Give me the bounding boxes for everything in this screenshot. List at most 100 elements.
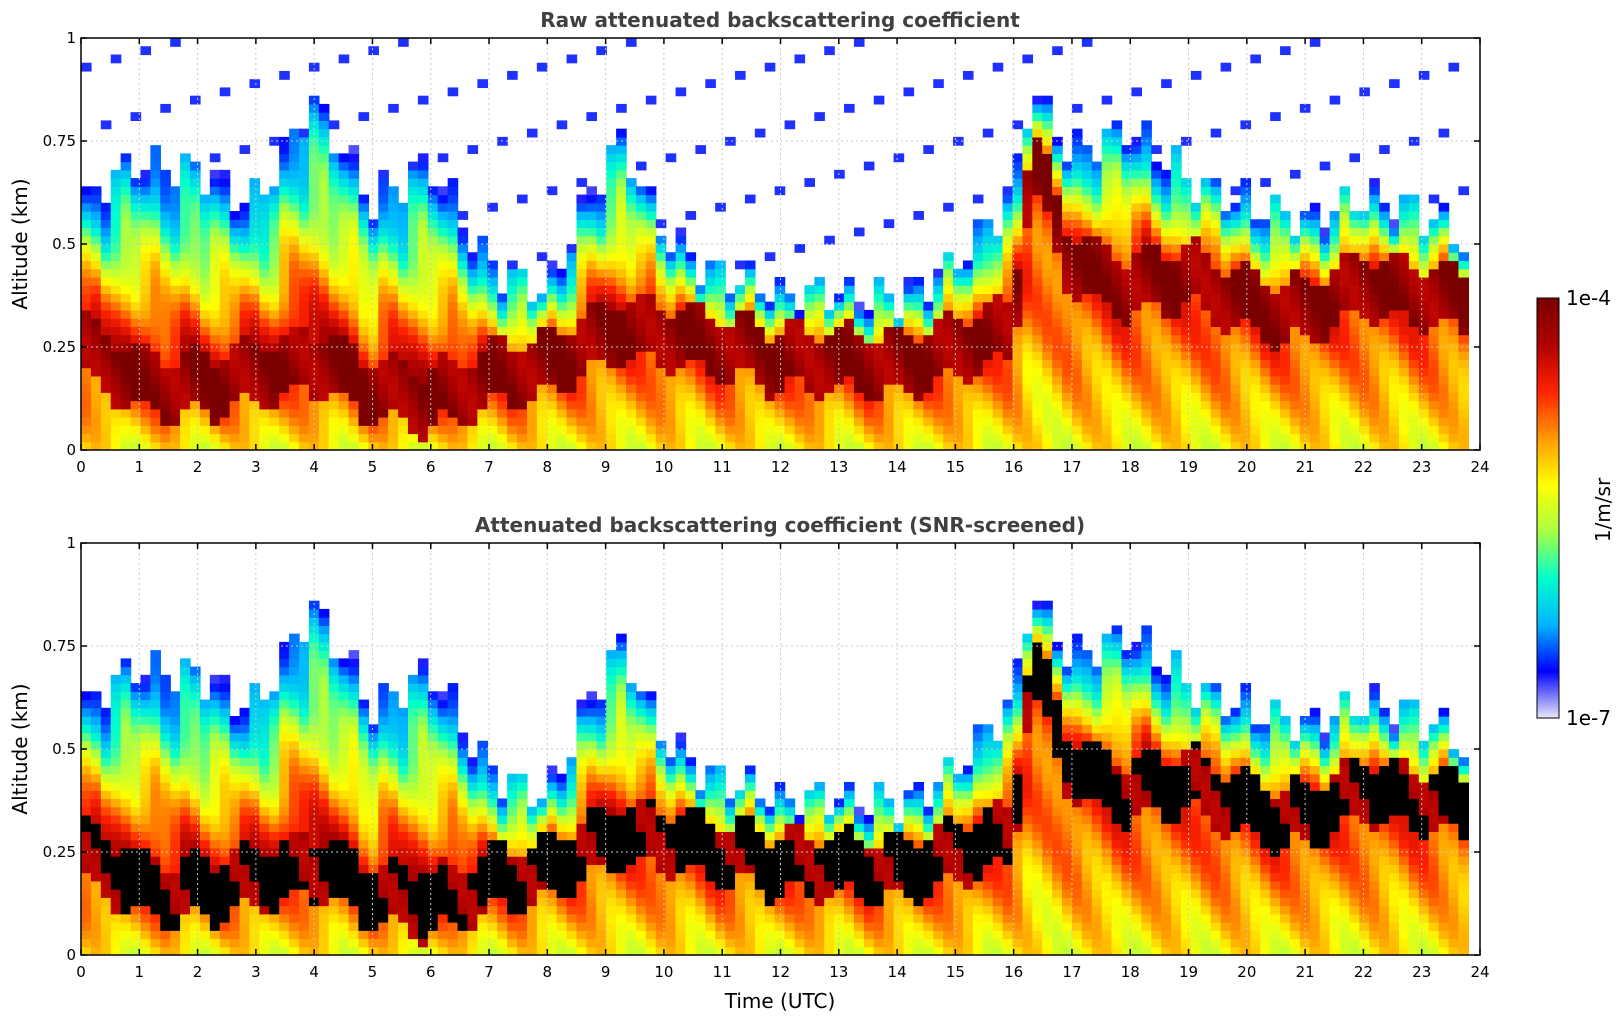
heatmap-cell	[447, 211, 459, 220]
heatmap-cell	[1121, 334, 1133, 344]
heatmap-cell	[90, 839, 102, 849]
heatmap-cell	[635, 301, 647, 311]
heatmap-cell	[150, 425, 161, 435]
heatmap-cell	[170, 757, 181, 767]
heatmap-cell	[318, 252, 330, 262]
heatmap-cell	[90, 309, 102, 319]
heatmap-cell	[219, 227, 231, 237]
heatmap-cell	[1210, 441, 1222, 450]
heatmap-cell	[338, 169, 350, 179]
heatmap-cell	[705, 276, 716, 286]
heatmap-cell	[477, 359, 488, 369]
heatmap-cell	[100, 913, 112, 923]
heatmap-cell	[447, 301, 459, 311]
heatmap-cell	[1240, 367, 1252, 377]
heatmap-cell	[635, 384, 647, 393]
heatmap-cell	[1418, 276, 1430, 286]
heatmap-cell	[715, 433, 726, 443]
heatmap-cell	[883, 334, 895, 344]
heatmap-cell	[150, 178, 161, 187]
heatmap-cell	[1141, 441, 1152, 450]
heatmap-cell	[467, 276, 479, 286]
heatmap-cell	[1250, 408, 1261, 418]
heatmap-cell	[675, 268, 687, 278]
heatmap-cell	[596, 433, 607, 443]
heatmap-cell	[408, 400, 419, 410]
heatmap-cell	[774, 334, 786, 344]
heatmap-cell	[1359, 417, 1370, 426]
heatmap-cell	[1141, 235, 1152, 245]
heatmap-cell	[487, 375, 498, 385]
heatmap-cell	[933, 79, 944, 89]
heatmap-cell	[1022, 169, 1034, 179]
heatmap-cell	[1131, 384, 1143, 393]
heatmap-cell	[249, 359, 261, 369]
heatmap-cell	[1379, 260, 1390, 270]
heatmap-cell	[90, 359, 102, 369]
heatmap-cell	[437, 301, 449, 311]
heatmap-cell	[180, 351, 191, 360]
heatmap-cell	[626, 211, 637, 220]
heatmap-cell	[1052, 417, 1063, 426]
heatmap-cell	[1398, 384, 1410, 393]
heatmap-cell	[616, 260, 627, 270]
heatmap-cell	[180, 285, 191, 295]
heatmap-cell	[1190, 318, 1202, 327]
heatmap-cell	[933, 334, 944, 344]
heatmap-cell	[566, 309, 578, 319]
heatmap-cell	[1032, 194, 1043, 204]
panel-raw-x-ticks: 0 1 2 3 4 5 6 7 8 9 10 11 12 13 14 15 16 17 18 19 20 21 22 23 24	[76, 38, 1490, 476]
heatmap-cell	[90, 252, 102, 262]
heatmap-cell	[665, 433, 677, 443]
heatmap-cell	[487, 334, 498, 344]
heatmap-cell	[1052, 145, 1063, 154]
heatmap-cell	[1161, 417, 1172, 426]
heatmap-cell	[546, 326, 558, 336]
heatmap-cell	[318, 375, 330, 385]
heatmap-cell	[1012, 161, 1024, 171]
heatmap-cell	[150, 880, 161, 890]
heatmap-cell	[388, 285, 399, 295]
heatmap-cell	[893, 384, 905, 393]
heatmap-cell	[170, 905, 181, 915]
heatmap-cell	[160, 856, 171, 865]
heatmap-cell	[1250, 285, 1261, 295]
heatmap-cell	[120, 293, 132, 303]
x-tick-label: 9	[601, 458, 611, 476]
heatmap-cell	[735, 408, 746, 418]
heatmap-cell	[982, 219, 994, 229]
heatmap-cell	[100, 260, 112, 270]
heatmap-cell	[190, 309, 201, 319]
heatmap-cell	[1270, 326, 1281, 336]
heatmap-cell	[219, 285, 231, 295]
heatmap-cell	[556, 276, 568, 286]
heatmap-cell	[784, 359, 796, 369]
heatmap-cell	[1428, 326, 1440, 336]
heatmap-cell	[259, 880, 270, 890]
heatmap-cell	[616, 103, 627, 113]
heatmap-cell	[1131, 326, 1143, 336]
heatmap-cell	[764, 375, 776, 385]
heatmap-cell	[1448, 293, 1460, 303]
heatmap-cell	[635, 260, 647, 270]
heatmap-cell	[853, 400, 865, 410]
heatmap-cell	[1389, 392, 1400, 402]
heatmap-cell	[398, 260, 409, 270]
heatmap-cell	[90, 260, 102, 270]
heatmap-cell	[1171, 425, 1182, 435]
heatmap-cell	[1052, 161, 1063, 171]
heatmap-cell	[962, 359, 974, 369]
heatmap-cell	[269, 922, 280, 931]
heatmap-cell	[437, 309, 449, 319]
heatmap-cell	[507, 433, 518, 443]
heatmap-cell	[1458, 375, 1470, 385]
heatmap-cell	[566, 367, 578, 377]
heatmap-cell	[804, 425, 815, 435]
heatmap-cell	[90, 433, 102, 443]
heatmap-cell	[645, 194, 657, 204]
heatmap-cell	[695, 334, 706, 344]
heatmap-cell	[249, 683, 261, 692]
heatmap-cell	[1250, 400, 1261, 410]
heatmap-cell	[1111, 334, 1123, 344]
heatmap-cell	[1458, 392, 1470, 402]
